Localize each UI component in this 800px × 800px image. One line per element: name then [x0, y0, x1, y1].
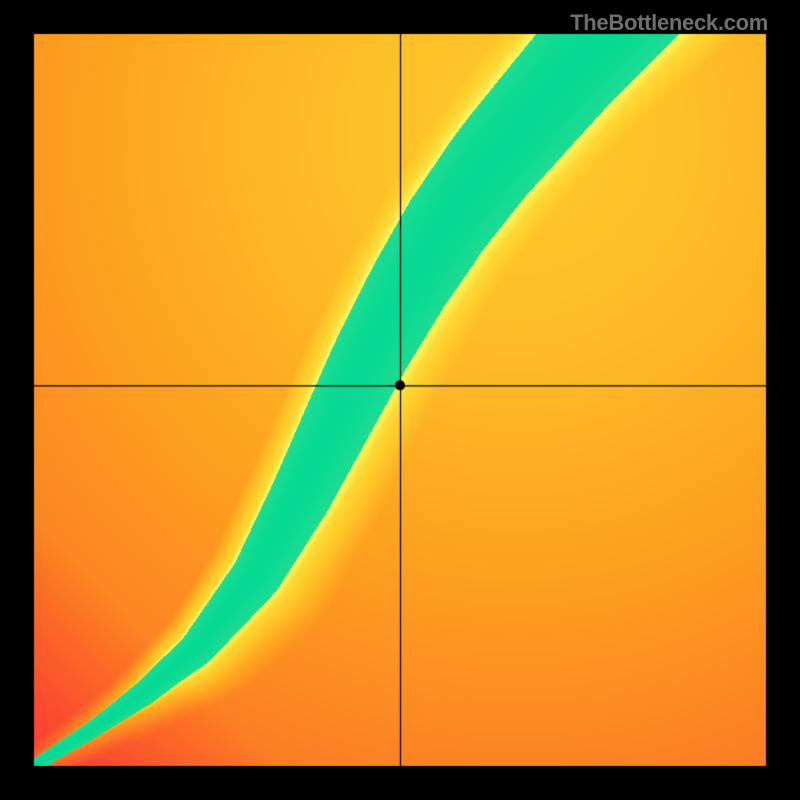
- heatmap-canvas: [0, 0, 800, 800]
- watermark-text: TheBottleneck.com: [570, 10, 768, 36]
- chart-container: TheBottleneck.com: [0, 0, 800, 800]
